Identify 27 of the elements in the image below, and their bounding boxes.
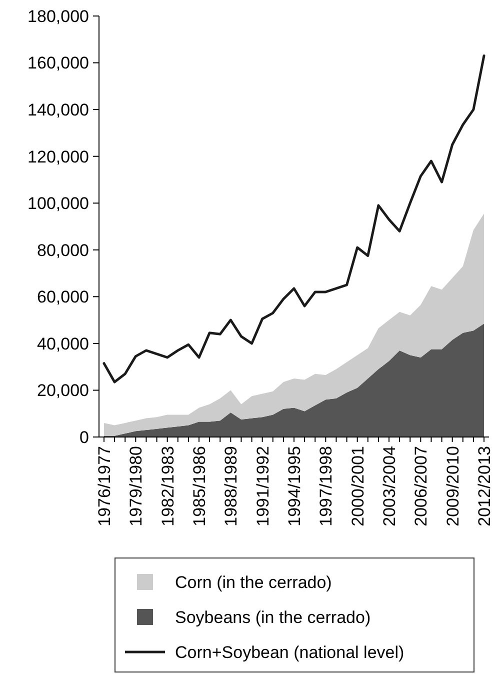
y-tick-label: 100,000 <box>28 194 89 214</box>
x-tick-label: 2009/2010 <box>443 446 462 526</box>
x-tick-label: 1982/1983 <box>158 446 178 526</box>
x-tick-label: 1991/1992 <box>253 446 272 526</box>
y-tick-label: 40,000 <box>37 334 89 354</box>
x-tick-label: 2006/2007 <box>412 446 431 526</box>
x-tick-label: 2000/2001 <box>348 446 368 526</box>
legend-label: Corn (in the cerrado) <box>175 572 332 592</box>
x-tick-label: 1979/1980 <box>126 446 146 526</box>
x-tick-label: 1985/1986 <box>190 446 209 526</box>
x-tick-label: 2012/2013 <box>475 446 494 526</box>
x-tick-label: 2003/2004 <box>380 446 399 526</box>
x-tick-label: 1988/1989 <box>222 446 241 526</box>
y-tick-label: 80,000 <box>37 240 89 260</box>
y-tick-label: 20,000 <box>37 381 89 400</box>
y-tick-label: 140,000 <box>28 100 89 120</box>
y-tick-label: 120,000 <box>28 147 89 166</box>
y-tick-label: 60,000 <box>37 288 89 307</box>
x-tick-label: 1994/1995 <box>285 446 304 526</box>
x-tick-label: 1976/1977 <box>95 446 114 526</box>
x-tick-label: 1997/1998 <box>316 446 336 526</box>
y-tick-label: 180,000 <box>28 6 89 26</box>
y-tick-label: 160,000 <box>28 54 89 73</box>
y-tick-label: 0 <box>80 428 89 447</box>
legend-label: Soybeans (in the cerrado) <box>175 608 371 627</box>
line-series <box>102 54 486 384</box>
legend-label: Corn+Soybean (national level) <box>175 642 404 662</box>
